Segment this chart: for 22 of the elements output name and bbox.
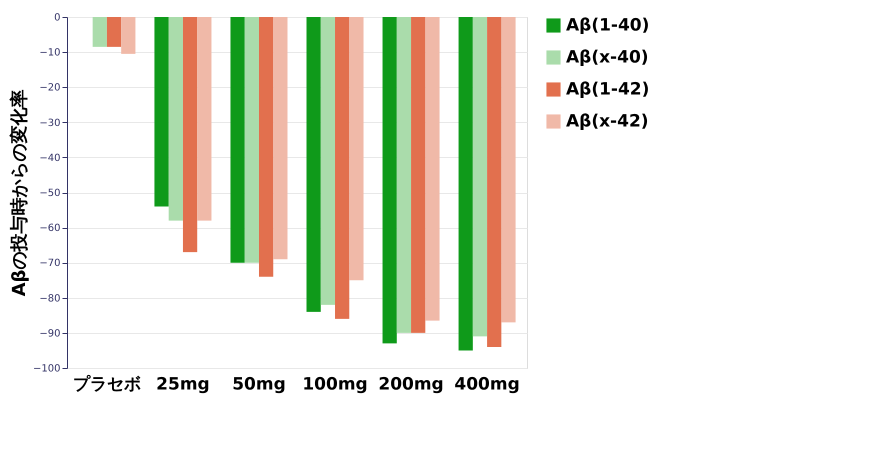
y-axis-title: Aβの投与時からの変化率 — [9, 90, 30, 296]
y-tick-label: −40 — [39, 152, 60, 164]
x-tick-label: 200mg — [378, 374, 444, 394]
y-tick-label: −30 — [39, 118, 60, 129]
y-tick-label: −100 — [33, 364, 60, 374]
y-tick-label: −60 — [39, 223, 60, 234]
x-tick-label: 100mg — [302, 374, 368, 394]
legend-label: Aβ(x-42) — [566, 112, 649, 132]
y-tick-label: −70 — [39, 258, 60, 270]
y-tick-label: −90 — [39, 328, 60, 340]
x-tick-label: 25mg — [156, 374, 210, 394]
y-tick-label: −50 — [39, 188, 60, 199]
y-tick-label: 0 — [54, 12, 60, 24]
x-tick-label: 400mg — [454, 374, 520, 394]
y-tick-label: −80 — [39, 293, 60, 304]
x-tick-label: プラセボ — [72, 374, 141, 394]
x-tick-label: 50mg — [232, 374, 286, 394]
y-tick-label: −20 — [39, 82, 60, 94]
legend-label: Aβ(1-42) — [566, 80, 650, 100]
legend-label: Aβ(1-40) — [566, 16, 650, 36]
y-tick-label: −10 — [39, 48, 60, 59]
legend-label: Aβ(x-40) — [566, 48, 649, 68]
